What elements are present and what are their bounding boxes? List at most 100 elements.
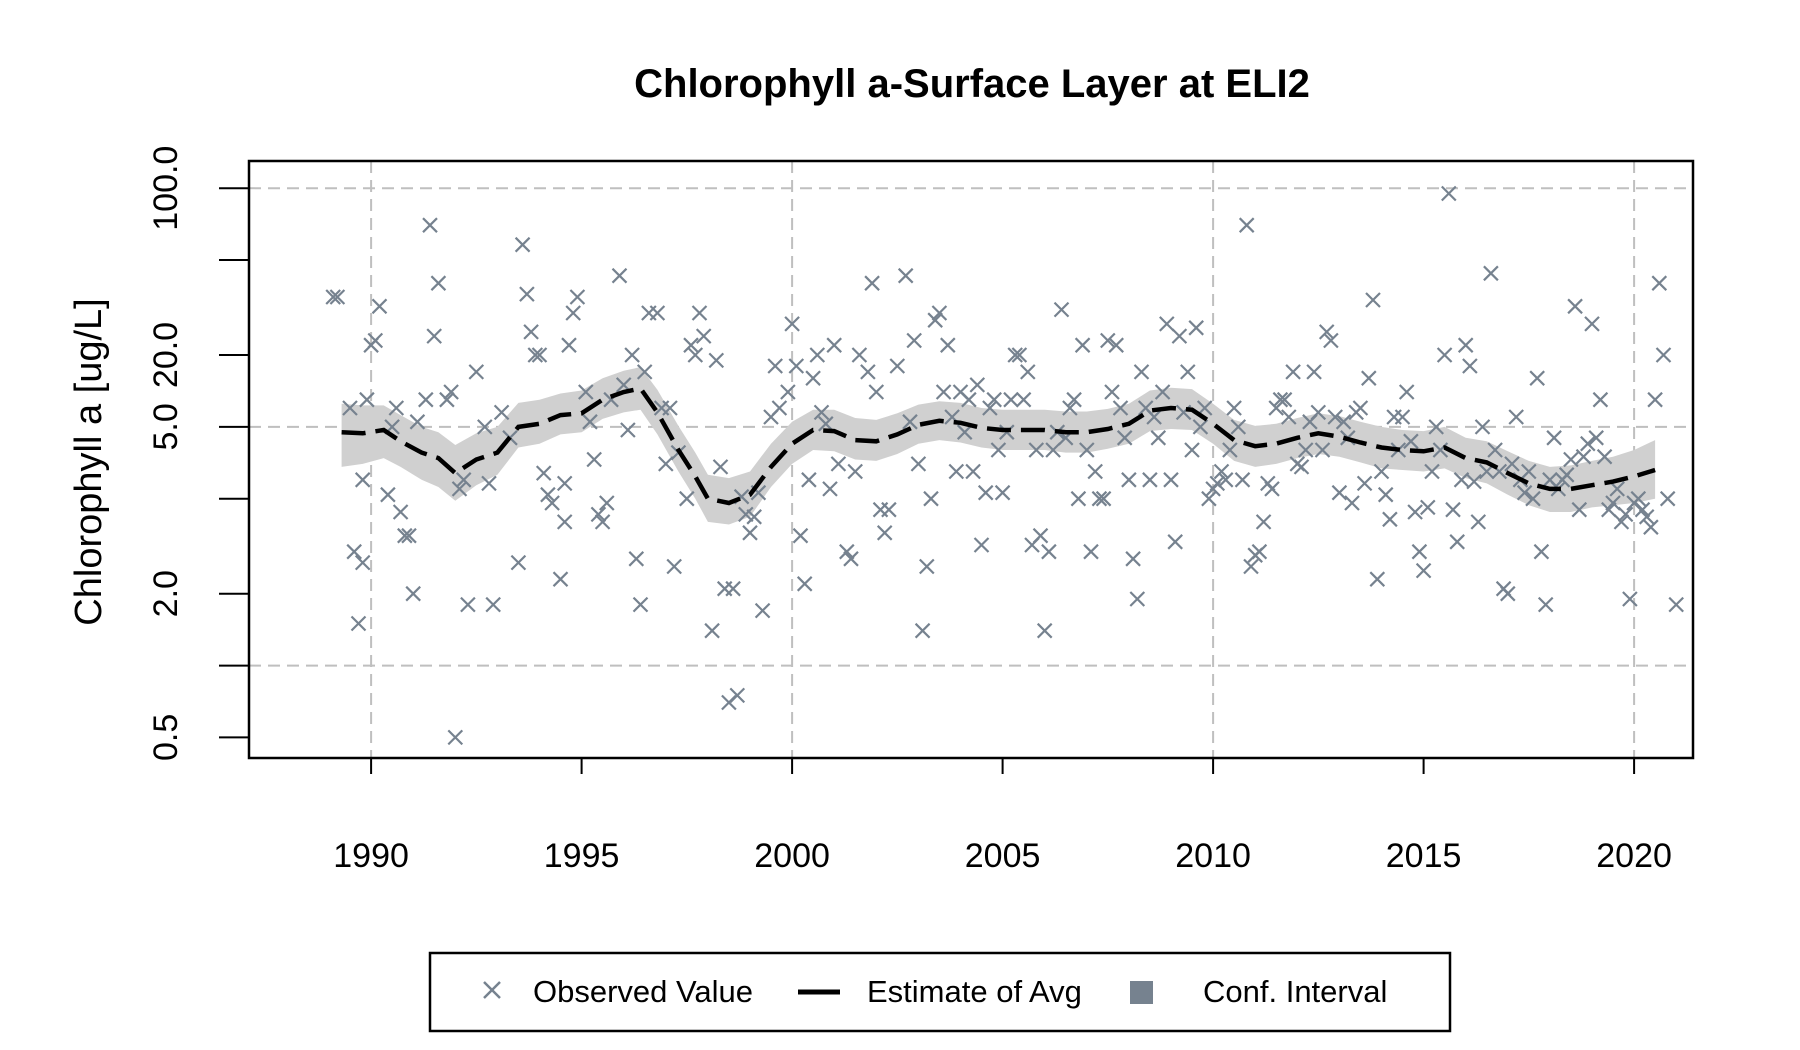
observed-point: [1272, 391, 1289, 408]
observed-point: [447, 729, 464, 746]
observed-point: [1045, 442, 1061, 458]
observed-point: [1609, 481, 1625, 497]
observed-point: [683, 337, 699, 353]
observed-point: [1074, 337, 1091, 353]
observed-point: [1066, 391, 1082, 408]
observed-point: [708, 352, 725, 369]
observed-point: [371, 298, 388, 315]
observed-point: [1264, 481, 1280, 497]
observed-point: [586, 451, 602, 468]
observed-point: [1474, 419, 1491, 435]
observed-point: [1356, 475, 1373, 492]
observed-point: [1377, 486, 1394, 503]
legend: Observed Value Estimate of Avg Conf. Int…: [428, 951, 1452, 1033]
plot-frame: [247, 159, 1695, 760]
observed-point: [636, 364, 653, 380]
observed-point: [342, 400, 358, 416]
observed-point: [1521, 463, 1537, 480]
observed-point: [519, 286, 535, 302]
observed-point: [977, 484, 994, 501]
observed-point: [729, 687, 746, 704]
observed-point: [1369, 571, 1386, 587]
observed-point: [1394, 409, 1411, 425]
observed-point: [691, 305, 708, 321]
observed-point: [405, 585, 421, 602]
observed-point: [409, 414, 426, 430]
observed-point: [809, 347, 826, 363]
observed-point: [578, 384, 594, 400]
observed-point: [940, 337, 956, 353]
observed-point: [1436, 347, 1453, 363]
observed-point: [1327, 409, 1343, 425]
observed-point: [1167, 534, 1183, 550]
legend-marker-observed: [483, 981, 501, 999]
estimate-line-layer: [341, 385, 1656, 506]
observed-point: [1276, 391, 1293, 408]
observed-point: [746, 509, 762, 525]
observed-point: [1285, 364, 1301, 380]
observed-point: [632, 596, 649, 613]
observed-point: [1011, 347, 1028, 363]
observed-point: [839, 543, 855, 560]
observed-point: [1226, 400, 1242, 416]
observed-point: [1095, 490, 1112, 507]
observed-point: [561, 337, 577, 353]
observed-point: [1575, 448, 1592, 465]
observed-point: [1230, 419, 1247, 435]
observed-point: [1428, 419, 1444, 435]
observed-point: [418, 391, 434, 408]
observed-point: [1403, 433, 1419, 450]
observed-point: [796, 576, 813, 592]
observed-point: [822, 481, 838, 497]
observed-point: [540, 486, 556, 503]
observed-point: [771, 400, 788, 416]
observed-point: [948, 463, 965, 480]
observed-point: [620, 422, 636, 438]
observed-point: [1104, 384, 1120, 400]
confidence-band-layer: [341, 367, 1656, 525]
observed-point: [1306, 364, 1322, 380]
observed-point: [1567, 298, 1583, 315]
observed-point: [754, 602, 771, 619]
observed-point: [514, 236, 531, 253]
observed-point: [1234, 472, 1251, 488]
observed-point: [784, 316, 800, 332]
observed-point: [1003, 391, 1019, 408]
observed-point: [535, 465, 552, 481]
observed-point: [1420, 499, 1436, 516]
observed-point: [401, 527, 417, 544]
observed-point: [565, 305, 581, 321]
x-tick-label: 2010: [1175, 837, 1251, 875]
observed-point: [935, 384, 952, 400]
observed-point: [1129, 591, 1146, 607]
observed-point: [1546, 430, 1562, 446]
observed-point: [876, 525, 893, 541]
observed-point: [658, 456, 674, 472]
y-tick-label: 100.0: [147, 146, 185, 231]
observed-point: [1361, 370, 1377, 386]
observed-point: [1487, 442, 1503, 458]
observed-point: [818, 416, 834, 432]
observed-point: [1643, 519, 1659, 535]
observed-point: [1382, 511, 1398, 528]
observed-point: [1041, 543, 1057, 560]
observed-point: [1116, 430, 1133, 446]
observed-point: [1062, 400, 1078, 416]
observed-point: [1638, 509, 1655, 525]
observed-point: [1563, 451, 1579, 468]
observed-point: [1659, 490, 1676, 507]
observed-point: [1344, 495, 1360, 511]
observed-point: [422, 217, 438, 233]
observed-point: [986, 391, 1002, 408]
observed-point: [397, 527, 413, 544]
observed-point: [910, 456, 927, 472]
observed-point: [485, 596, 501, 613]
observed-point: [329, 289, 346, 305]
observed-point: [1100, 332, 1116, 349]
observed-point: [1605, 495, 1621, 511]
observed-point: [1323, 332, 1339, 349]
observed-point: [1070, 490, 1087, 507]
observed-point: [552, 571, 569, 587]
observed-point: [1121, 472, 1137, 488]
